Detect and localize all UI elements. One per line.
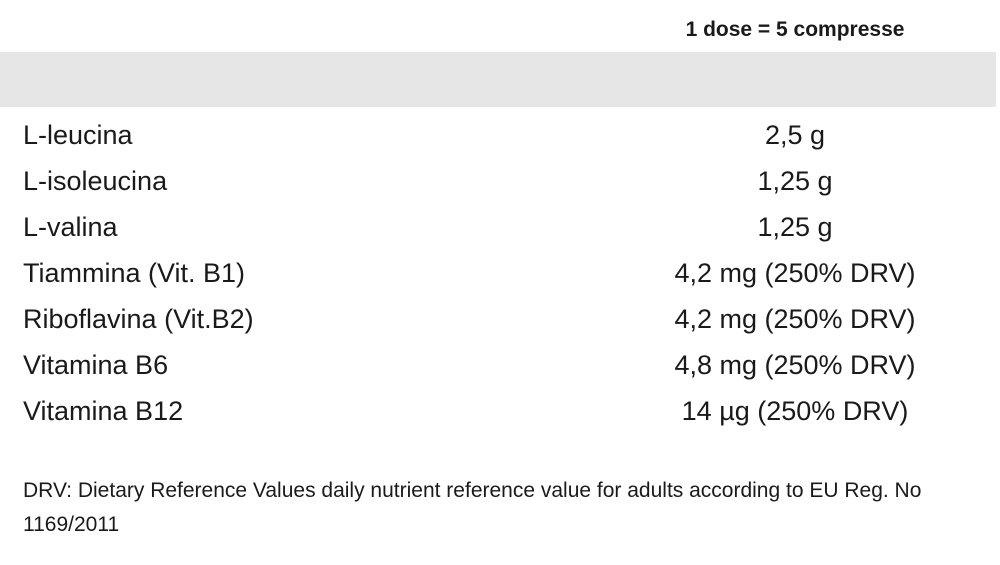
nutrient-name: L-isoleucina bbox=[23, 166, 168, 196]
table-row: Riboflavina (Vit.B2) 4,2 mg (250% DRV) bbox=[0, 297, 1000, 343]
nutrient-name: Vitamina B6 bbox=[23, 350, 169, 380]
table-row: Vitamina B6 4,8 mg (250% DRV) bbox=[0, 343, 1000, 389]
dose-column-header: 1 dose = 5 compresse bbox=[685, 18, 905, 41]
nutrient-amount: 1,25 g bbox=[757, 212, 833, 242]
table-row: L-valina 1,25 g bbox=[0, 205, 1000, 251]
table-row: Vitamina B12 14 µg (250% DRV) bbox=[0, 389, 1000, 435]
nutrient-amount: 4,2 mg (250% DRV) bbox=[674, 258, 916, 288]
nutrient-name: Vitamina B12 bbox=[23, 396, 184, 426]
nutrient-amount: 1,25 g bbox=[757, 166, 833, 196]
nutrient-name: L-valina bbox=[23, 212, 118, 242]
nutrient-amount: 4,8 mg (250% DRV) bbox=[674, 350, 916, 380]
nutrient-name: L-leucina bbox=[23, 120, 133, 150]
nutrient-amount: 2,5 g bbox=[764, 120, 826, 150]
table-header: 1 dose = 5 compresse bbox=[0, 0, 1000, 52]
nutrient-amount: 4,2 mg (250% DRV) bbox=[674, 304, 916, 334]
table-row: Tiammina (Vit. B1) 4,2 mg (250% DRV) bbox=[0, 251, 1000, 297]
table-row: L-isoleucina 1,25 g bbox=[0, 159, 1000, 205]
drv-footnote: DRV: Dietary Reference Values daily nutr… bbox=[23, 479, 922, 536]
nutrition-table-body: L-leucina 2,5 g L-isoleucina 1,25 g L-va… bbox=[0, 113, 1000, 435]
nutrient-name: Riboflavina (Vit.B2) bbox=[23, 304, 254, 334]
nutrient-amount: 14 µg (250% DRV) bbox=[681, 396, 909, 426]
table-row: L-leucina 2,5 g bbox=[0, 113, 1000, 159]
nutrient-name: Tiammina (Vit. B1) bbox=[23, 258, 246, 288]
header-band bbox=[0, 52, 996, 107]
